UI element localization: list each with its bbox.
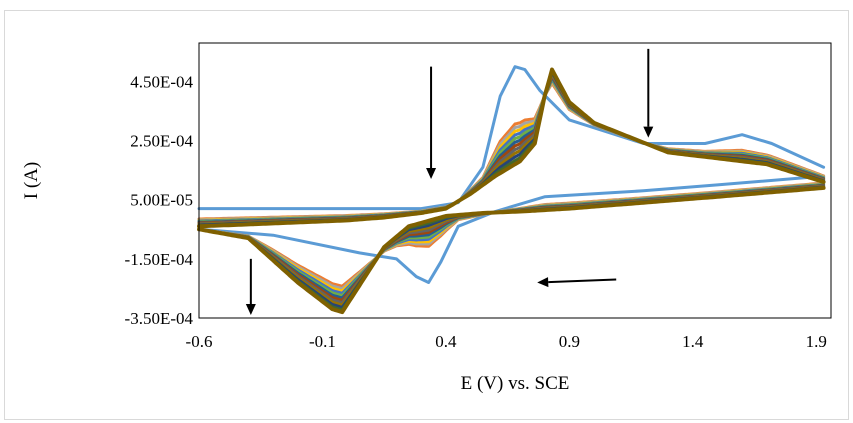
plot-area-border xyxy=(198,42,832,319)
arrow-1-head xyxy=(426,168,437,180)
x-axis-ticks: -0.6 -0.1 0.4 0.9 1.4 1.9 xyxy=(186,332,827,351)
y-tick-label: 4.50E-04 xyxy=(130,72,193,91)
x-tick-label: 0.4 xyxy=(435,332,457,351)
y-tick-label: -1.50E-04 xyxy=(125,250,194,269)
scan-7-reverse-line xyxy=(197,183,826,300)
x-tick-label: -0.6 xyxy=(186,332,213,351)
scan-arrows xyxy=(245,48,654,316)
scan-1-reverse-line xyxy=(197,174,826,284)
x-axis-title: E (V) vs. SCE xyxy=(461,373,570,394)
x-tick-label: 1.4 xyxy=(682,332,704,351)
y-axis-ticks: -3.50E-04 -1.50E-04 5.00E-05 2.50E-04 4.50E-… xyxy=(125,72,194,328)
x-tick-label: 0.9 xyxy=(559,332,580,351)
x-tick-label: -0.1 xyxy=(309,332,336,351)
y-axis-title: I (A) xyxy=(21,162,42,199)
arrow-3-head xyxy=(537,277,549,288)
y-tick-label: 5.00E-05 xyxy=(130,191,193,210)
x-tick-label: 1.9 xyxy=(806,332,827,351)
cv-chart: -0.6 -0.1 0.4 0.9 1.4 1.9 -3.50E-04 -1.50E-04 5… xyxy=(21,42,832,394)
voltammogram-curves xyxy=(197,65,826,315)
y-tick-label: 2.50E-04 xyxy=(130,132,193,151)
arrow-4-head xyxy=(245,304,256,316)
scan-11-reverse-line xyxy=(197,185,826,309)
scan-13-forward-line xyxy=(197,67,826,229)
scan-8-reverse-line xyxy=(197,184,826,302)
scan-9-reverse-line xyxy=(197,184,826,305)
scan-10-reverse-line xyxy=(197,185,826,307)
arrow-3-shaft xyxy=(548,278,617,284)
y-tick-label: -3.50E-04 xyxy=(125,309,194,328)
chart-frame: -0.6 -0.1 0.4 0.9 1.4 1.9 -3.50E-04 -1.50E-04 5… xyxy=(4,10,849,420)
arrow-2-head xyxy=(643,126,654,138)
scan-13-reverse-line xyxy=(197,185,826,315)
